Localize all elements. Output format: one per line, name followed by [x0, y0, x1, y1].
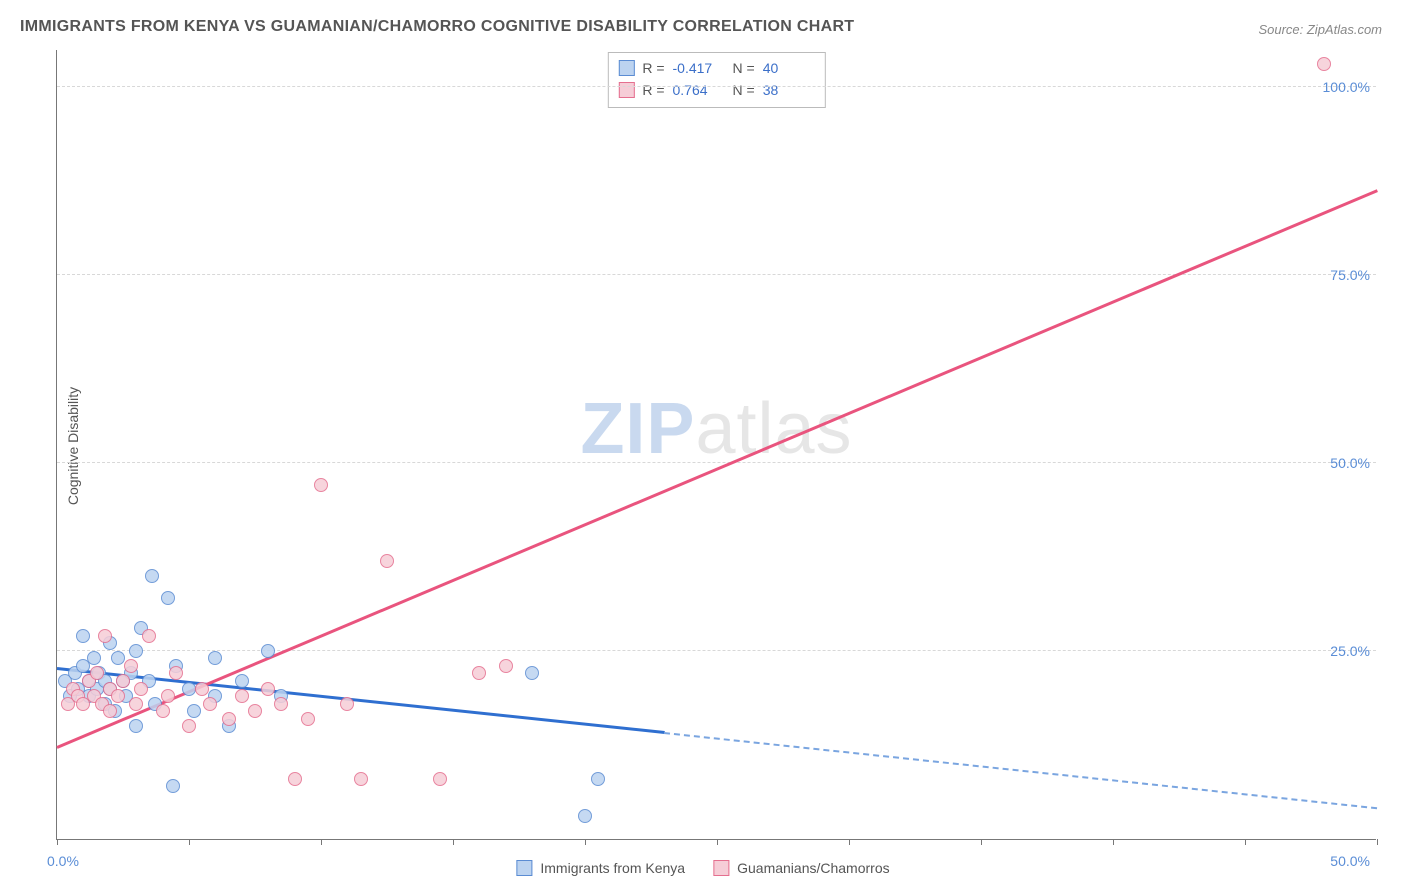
data-point: [134, 682, 148, 696]
swatch-guam: [618, 82, 634, 98]
data-point: [499, 659, 513, 673]
data-point: [380, 554, 394, 568]
trend-line: [664, 732, 1377, 809]
data-point: [166, 779, 180, 793]
data-point: [354, 772, 368, 786]
y-tick-label: 100.0%: [1323, 79, 1370, 95]
data-point: [274, 697, 288, 711]
data-point: [169, 666, 183, 680]
data-point: [208, 651, 222, 665]
swatch-kenya: [618, 60, 634, 76]
y-tick-label: 50.0%: [1330, 455, 1370, 471]
y-tick-label: 25.0%: [1330, 643, 1370, 659]
data-point: [124, 659, 138, 673]
data-point: [248, 704, 262, 718]
data-point: [161, 689, 175, 703]
data-point: [578, 809, 592, 823]
data-point: [1317, 57, 1331, 71]
chart-container: IMMIGRANTS FROM KENYA VS GUAMANIAN/CHAMO…: [0, 0, 1406, 892]
data-point: [111, 651, 125, 665]
chart-title: IMMIGRANTS FROM KENYA VS GUAMANIAN/CHAMO…: [20, 18, 854, 36]
data-point: [145, 569, 159, 583]
data-point: [98, 629, 112, 643]
stats-row-guam: R = 0.764 N = 38: [618, 79, 814, 101]
data-point: [235, 689, 249, 703]
x-tick: [849, 839, 850, 845]
x-tick: [1245, 839, 1246, 845]
data-point: [156, 704, 170, 718]
data-point: [301, 712, 315, 726]
swatch-kenya: [516, 860, 532, 876]
data-point: [182, 719, 196, 733]
series-legend: Immigrants from Kenya Guamanians/Chamorr…: [516, 860, 889, 876]
data-point: [76, 629, 90, 643]
data-point: [222, 712, 236, 726]
source-attribution: Source: ZipAtlas.com: [1258, 22, 1382, 37]
data-point: [591, 772, 605, 786]
x-tick: [585, 839, 586, 845]
x-tick: [57, 839, 58, 845]
data-point: [116, 674, 130, 688]
x-tick: [1113, 839, 1114, 845]
data-point: [161, 591, 175, 605]
x-tick: [453, 839, 454, 845]
data-point: [129, 697, 143, 711]
x-tick: [981, 839, 982, 845]
data-point: [235, 674, 249, 688]
gridline: [57, 462, 1376, 463]
data-point: [314, 478, 328, 492]
data-point: [129, 719, 143, 733]
data-point: [525, 666, 539, 680]
data-point: [103, 704, 117, 718]
data-point: [187, 704, 201, 718]
data-point: [182, 682, 196, 696]
legend-item-guam: Guamanians/Chamorros: [713, 860, 890, 876]
data-point: [433, 772, 447, 786]
data-point: [111, 689, 125, 703]
legend-item-kenya: Immigrants from Kenya: [516, 860, 685, 876]
swatch-guam: [713, 860, 729, 876]
gridline: [57, 86, 1376, 87]
data-point: [288, 772, 302, 786]
data-point: [142, 629, 156, 643]
data-point: [203, 697, 217, 711]
y-tick-label: 75.0%: [1330, 267, 1370, 283]
stats-legend: R = -0.417 N = 40 R = 0.764 N = 38: [607, 52, 825, 108]
x-tick: [189, 839, 190, 845]
x-tick: [717, 839, 718, 845]
data-point: [340, 697, 354, 711]
data-point: [261, 682, 275, 696]
gridline: [57, 650, 1376, 651]
data-point: [87, 651, 101, 665]
data-point: [90, 666, 104, 680]
x-tick: [1377, 839, 1378, 845]
x-axis-min-label: 0.0%: [47, 853, 79, 869]
stats-row-kenya: R = -0.417 N = 40: [618, 57, 814, 79]
data-point: [472, 666, 486, 680]
data-point: [195, 682, 209, 696]
data-point: [129, 644, 143, 658]
x-tick: [321, 839, 322, 845]
x-axis-max-label: 50.0%: [1330, 853, 1370, 869]
data-point: [261, 644, 275, 658]
plot-area: ZIPatlas R = -0.417 N = 40 R = 0.764 N =…: [56, 50, 1376, 840]
